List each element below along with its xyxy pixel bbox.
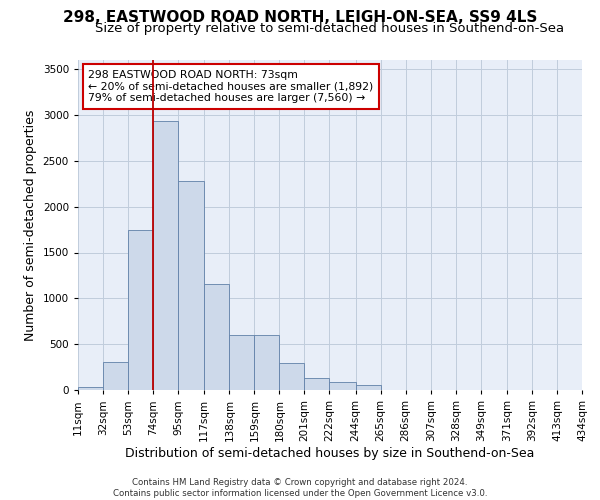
Text: Contains HM Land Registry data © Crown copyright and database right 2024.
Contai: Contains HM Land Registry data © Crown c…: [113, 478, 487, 498]
Bar: [254, 335, 280, 390]
Bar: [153, 122, 178, 390]
Bar: [128, 230, 153, 390]
Bar: [229, 335, 254, 390]
Bar: [78, 387, 103, 390]
Title: Size of property relative to semi-detached houses in Southend-on-Sea: Size of property relative to semi-detach…: [95, 22, 565, 35]
Bar: [204, 284, 229, 390]
Bar: [329, 382, 356, 390]
Bar: [178, 181, 204, 390]
X-axis label: Distribution of semi-detached houses by size in Southend-on-Sea: Distribution of semi-detached houses by …: [125, 446, 535, 460]
Text: 298 EASTWOOD ROAD NORTH: 73sqm
← 20% of semi-detached houses are smaller (1,892): 298 EASTWOOD ROAD NORTH: 73sqm ← 20% of …: [88, 70, 373, 103]
Bar: [280, 364, 304, 390]
Y-axis label: Number of semi-detached properties: Number of semi-detached properties: [24, 110, 37, 340]
Text: 298, EASTWOOD ROAD NORTH, LEIGH-ON-SEA, SS9 4LS: 298, EASTWOOD ROAD NORTH, LEIGH-ON-SEA, …: [63, 10, 537, 25]
Bar: [356, 385, 380, 390]
Bar: [304, 378, 329, 390]
Bar: [103, 362, 128, 390]
